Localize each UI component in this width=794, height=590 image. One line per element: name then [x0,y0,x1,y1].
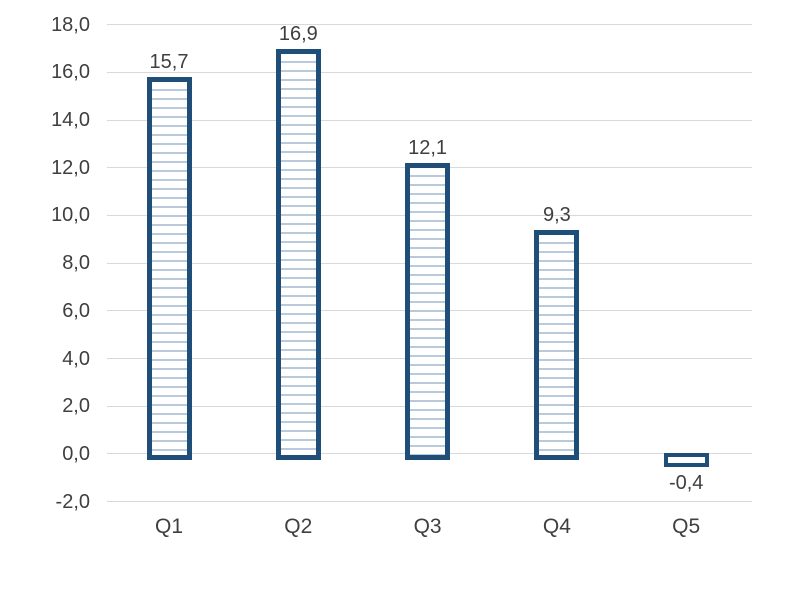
bar-q5 [663,452,709,468]
y-axis-tick-label: 8,0 [62,252,90,275]
x-axis-label-q1: Q1 [154,515,183,538]
gridline [107,71,752,73]
gridline [107,24,752,26]
gridline [107,501,752,503]
y-axis-tick-label: 18,0 [51,13,90,36]
gridline [107,119,752,121]
value-label-q3: 12,1 [408,137,448,160]
x-axis-label-q3: Q3 [413,515,442,538]
value-label-q5: -0,4 [668,472,704,495]
value-label-q4: 9,3 [542,204,571,227]
bar-q1 [146,77,192,460]
bar-q2 [275,48,321,460]
y-axis-tick-label: 2,0 [62,395,90,418]
y-axis-tick-label: 14,0 [51,109,90,131]
y-axis-tick-label: 12,0 [51,156,90,179]
y-axis-tick-label: 16,0 [51,61,90,84]
y-axis-tick-label: 0,0 [62,442,90,465]
value-label-q2: 16,9 [278,22,318,45]
bar-q4 [534,230,580,460]
x-axis-label-q2: Q2 [284,515,313,538]
value-label-q1: 15,7 [149,51,189,74]
y-axis-tick-label: -2,0 [55,490,90,513]
y-axis-tick-label: 10,0 [51,204,90,227]
x-axis-label-q5: Q5 [672,515,701,538]
x-axis-label-q4: Q4 [542,515,571,538]
bar-q3 [405,163,451,460]
y-axis-tick-label: 6,0 [62,299,90,322]
y-axis-tick-label: 4,0 [62,347,90,370]
